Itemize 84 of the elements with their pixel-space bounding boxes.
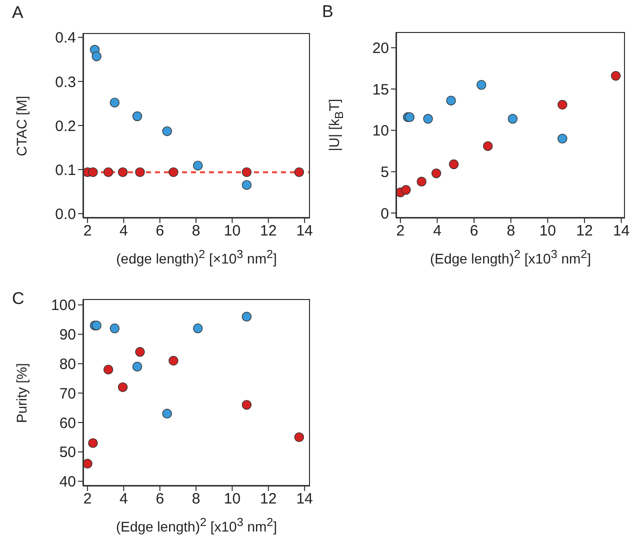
x-tick-label: 12 <box>260 490 277 508</box>
y-tick-label: 5 <box>380 164 389 182</box>
x-axis-title: (edge length)$^{2}$ [×10$^{3}$ nm$^{2}$] <box>115 248 278 267</box>
point <box>162 408 172 419</box>
chart-title: B <box>322 2 334 22</box>
y-tick-label: 40 <box>59 474 76 491</box>
point <box>242 167 252 178</box>
point <box>110 324 120 334</box>
x-tick-label: 2 <box>83 490 92 508</box>
x-tick-label: 2 <box>83 222 92 240</box>
x-tick-label: 6 <box>156 490 164 508</box>
point <box>162 126 172 136</box>
point <box>508 114 518 124</box>
x-tick-label: 8 <box>506 222 516 240</box>
x-tick-label: 8 <box>192 222 200 240</box>
y-tick-label: 0.0 <box>55 206 76 223</box>
y-tick-label: 0.4 <box>55 30 76 47</box>
point <box>103 364 114 374</box>
y-tick-label: 50 <box>59 444 76 462</box>
point <box>168 167 178 178</box>
x-tick-label: 6 <box>156 222 164 240</box>
y-tick-label: 90 <box>59 326 76 344</box>
point <box>448 159 459 170</box>
point <box>118 382 128 392</box>
y-axis-title: CTAC [M] <box>13 94 30 158</box>
x-tick-label: 4 <box>433 222 442 240</box>
x-tick-label: 4 <box>120 490 128 508</box>
chart-title: A <box>12 3 24 23</box>
x-tick-label: 10 <box>539 222 556 240</box>
x-tick-label: 10 <box>224 490 241 508</box>
y-tick-label: 0.3 <box>55 74 76 91</box>
y-tick-label: 15 <box>372 81 389 98</box>
point <box>476 80 486 90</box>
point <box>192 324 203 334</box>
point <box>423 114 433 124</box>
point <box>132 362 142 372</box>
point <box>242 400 252 410</box>
point <box>431 168 442 178</box>
y-tick-label: 20 <box>372 40 389 58</box>
y-tick-label: 10 <box>372 122 389 140</box>
x-tick-label: 12 <box>260 222 277 240</box>
point <box>192 160 203 170</box>
point <box>610 70 621 81</box>
point <box>135 347 145 357</box>
x-tick-label: 12 <box>576 222 593 240</box>
point <box>88 167 98 178</box>
y-axis-title: Purity [%] <box>13 362 29 422</box>
point <box>294 167 304 178</box>
point <box>88 438 98 448</box>
x-axis-title: (Edge length)$^{2}$ [x10$^{3}$ nm$^{2}$] <box>114 516 278 535</box>
chart-title: C <box>12 289 24 309</box>
point <box>103 167 114 178</box>
y-tick-label: 60 <box>59 414 76 432</box>
point <box>242 180 252 190</box>
x-tick-label: 10 <box>224 222 241 240</box>
x-tick-label: 14 <box>612 222 630 240</box>
point <box>482 141 493 151</box>
point <box>446 96 456 106</box>
point <box>132 111 142 122</box>
x-axis-title: (Edge length)$^{2}$ [x10$^{3}$ nm$^{2}$] <box>428 248 592 267</box>
point <box>92 51 102 62</box>
point <box>416 176 426 186</box>
x-tick-label: 6 <box>470 222 478 240</box>
x-tick-label: 8 <box>192 490 200 508</box>
y-tick-label: 0 <box>380 205 389 222</box>
y-tick-label: 100 <box>50 297 76 314</box>
point <box>83 458 92 469</box>
y-tick-label: 80 <box>59 356 76 374</box>
x-tick-label: 14 <box>296 222 313 240</box>
point <box>135 167 145 178</box>
point <box>558 134 568 144</box>
y-tick-label: 0.1 <box>55 162 76 179</box>
point <box>294 432 304 442</box>
point <box>168 356 178 366</box>
point <box>558 100 568 110</box>
point <box>118 167 128 178</box>
y-tick-label: 70 <box>59 385 76 402</box>
x-tick-label: 2 <box>396 222 405 240</box>
point <box>242 312 252 322</box>
y-tick-label: 0.2 <box>55 118 76 135</box>
x-tick-label: 4 <box>120 222 128 240</box>
point <box>401 185 411 195</box>
x-tick-label: 14 <box>296 490 313 508</box>
point <box>110 98 120 108</box>
